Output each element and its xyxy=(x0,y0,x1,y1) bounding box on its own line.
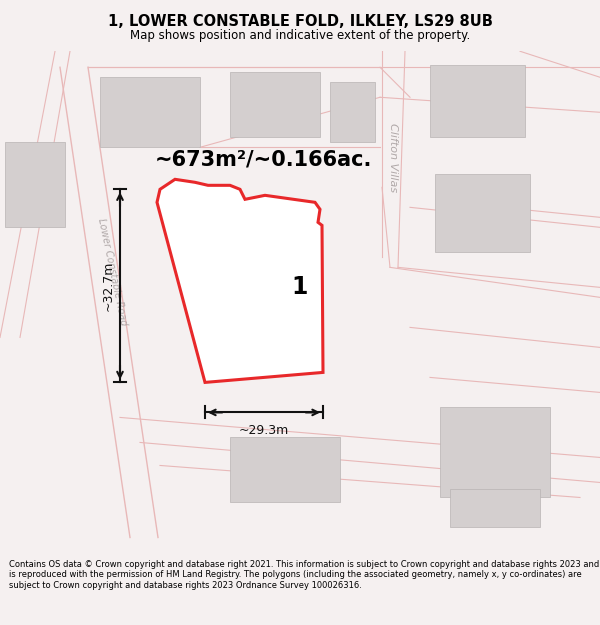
Text: ~32.7m: ~32.7m xyxy=(101,261,115,311)
Text: Clifton Villas: Clifton Villas xyxy=(388,122,398,192)
Bar xyxy=(330,82,375,142)
Bar xyxy=(435,174,530,253)
Bar xyxy=(200,238,295,342)
Polygon shape xyxy=(157,179,323,382)
Bar xyxy=(430,65,525,138)
Bar xyxy=(230,438,340,503)
Bar xyxy=(450,489,540,528)
Text: 1: 1 xyxy=(292,276,308,299)
Text: ~29.3m: ~29.3m xyxy=(239,424,289,437)
Text: 1, LOWER CONSTABLE FOLD, ILKLEY, LS29 8UB: 1, LOWER CONSTABLE FOLD, ILKLEY, LS29 8U… xyxy=(107,14,493,29)
Bar xyxy=(230,72,320,138)
Text: ~673m²/~0.166ac.: ~673m²/~0.166ac. xyxy=(155,149,373,169)
Bar xyxy=(5,142,65,228)
Bar xyxy=(100,78,200,148)
Text: Map shows position and indicative extent of the property.: Map shows position and indicative extent… xyxy=(130,29,470,42)
Text: Lower Constable Road: Lower Constable Road xyxy=(96,217,128,327)
Bar xyxy=(440,408,550,498)
Text: Contains OS data © Crown copyright and database right 2021. This information is : Contains OS data © Crown copyright and d… xyxy=(9,560,599,590)
